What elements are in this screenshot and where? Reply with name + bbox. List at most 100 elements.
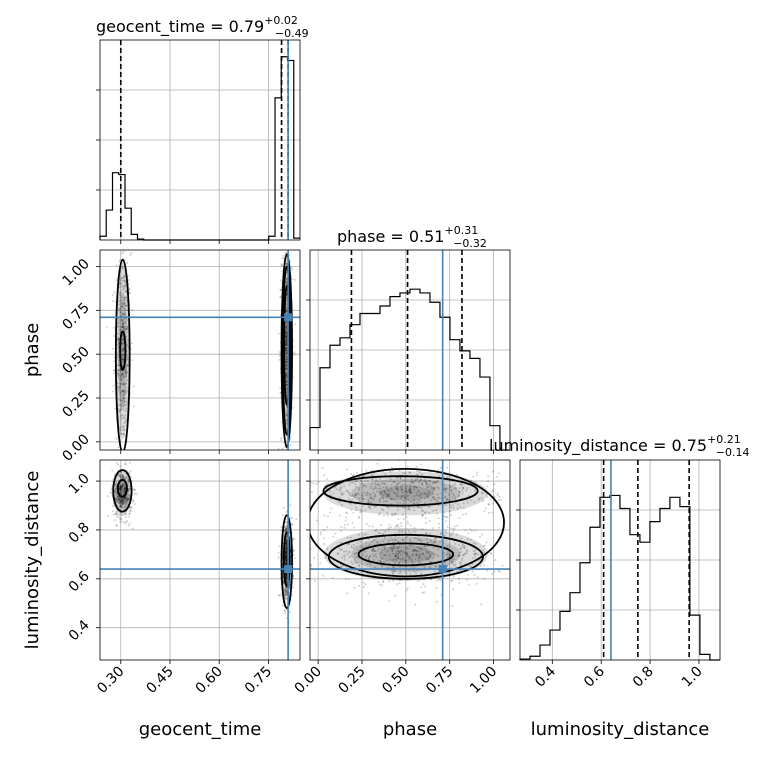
sample-point [481,492,484,495]
sample-point [393,526,396,529]
sample-point [391,549,394,552]
sample-point [121,389,124,392]
sample-point [397,488,400,491]
sample-point [432,546,435,549]
sample-point [128,472,131,475]
sample-point [127,279,130,282]
sample-point [394,555,397,558]
sample-point [446,526,449,529]
sample-point [449,484,452,487]
sample-point [381,545,384,548]
xtick-label-geocent_time-2: 0.60 [193,664,226,697]
sample-point [127,515,130,518]
sample-point [117,339,120,342]
sample-point [414,558,417,561]
sample-point [415,486,418,489]
sample-point [369,494,372,497]
sample-point [391,514,394,517]
sample-point [285,573,288,576]
sample-point [343,526,346,529]
sample-point [405,535,408,538]
sample-point [129,453,131,455]
sample-point [417,502,420,505]
sample-point [348,542,351,545]
sample-point [124,236,126,238]
sample-point [127,498,130,501]
sample-point [395,524,398,527]
sample-point [119,475,122,478]
sample-point [118,260,121,263]
sample-point [398,481,401,484]
sample-point [459,548,462,551]
sample-point [400,488,403,491]
sample-point [407,522,410,525]
sample-point [285,391,288,394]
sample-point [121,473,124,476]
sample-point [115,264,118,267]
sample-point [408,484,411,487]
density-core-0-2 [118,291,128,410]
sample-point [310,563,313,566]
sample-point [380,561,383,564]
sample-point [125,499,128,502]
sample-point [127,497,130,500]
sample-point [460,483,463,486]
density-core-1-2 [351,478,461,508]
sample-point [126,358,129,361]
sample-point [284,555,287,558]
sample-point [122,325,125,328]
sample-point [415,486,418,489]
sample-point [285,383,288,386]
sample-point [123,296,126,299]
sample-point [390,547,393,550]
sample-point [121,501,124,504]
sample-point [407,498,410,501]
sample-point [397,523,400,526]
sample-point [453,495,456,498]
sample-point [391,513,394,516]
sample-point [116,497,119,500]
sample-point [285,546,288,549]
sample-point [405,515,408,518]
sample-point [284,339,287,342]
sample-point [498,570,501,573]
sample-point [285,540,288,543]
sample-point [285,420,288,423]
sample-point [400,489,403,492]
density-core-0-3 [115,262,130,440]
sample-point [337,500,340,503]
sample-point [117,499,120,502]
sample-point [289,444,292,447]
sample-point [406,552,409,555]
sample-point [123,428,126,431]
sample-point [425,493,428,496]
sample-point [284,561,287,564]
sample-point [123,486,126,489]
sample-point [117,498,120,501]
sample-point [465,578,468,581]
sample-point [362,475,365,478]
sample-point [481,533,484,536]
sample-point [401,495,404,498]
sample-point [362,581,365,584]
sample-point [285,553,288,556]
sample-point [420,586,423,589]
sample-point [463,553,466,556]
sample-point [279,279,282,282]
sample-point [453,525,456,528]
sample-point [372,491,375,494]
sample-point [117,404,120,407]
sample-point [400,554,403,557]
sample-point [373,550,376,553]
sample-point [474,549,477,552]
sample-point [121,339,124,342]
sample-point [119,487,122,490]
sample-point [356,542,359,545]
sample-point [127,494,130,497]
sample-point [369,563,372,566]
sample-point [457,577,460,580]
sample-point [401,472,404,475]
sample-point [436,493,439,496]
sample-point [405,572,408,575]
sample-point [305,553,307,555]
